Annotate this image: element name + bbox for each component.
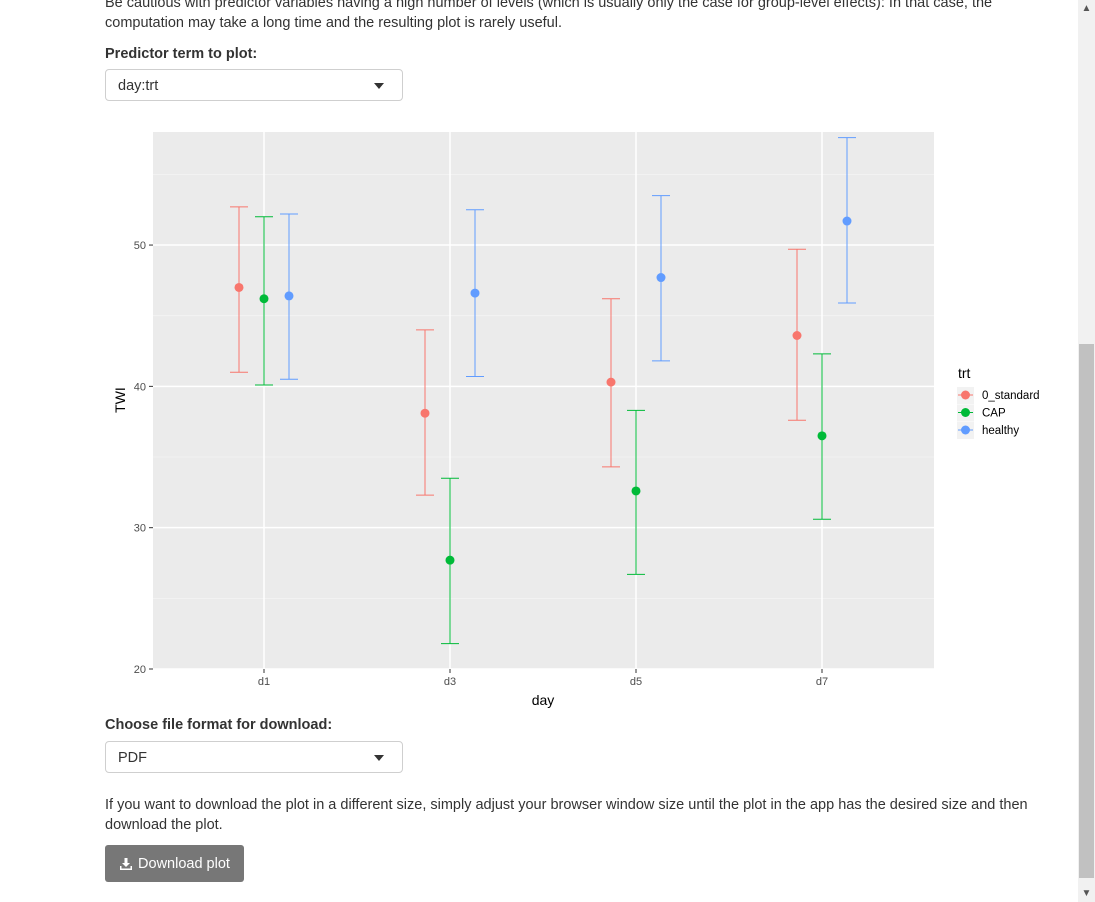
effects-plot: 20 30 40 50 d1 d3 d5 d7 day TWI trt 0_standard… xyxy=(112,132,1040,708)
x-axis: d1 d3 d5 d7 xyxy=(258,669,828,688)
chevron-down-icon xyxy=(374,83,384,89)
y-tick-label: 50 xyxy=(134,240,146,252)
download-note: If you want to download the plot in a di… xyxy=(105,797,1028,833)
data-point xyxy=(656,273,666,283)
format-select[interactable]: PDF xyxy=(105,741,403,773)
x-tick-label: d1 xyxy=(258,676,270,688)
vertical-scrollbar[interactable]: ▲ ▼ xyxy=(1078,0,1095,902)
data-point xyxy=(284,291,294,301)
data-point xyxy=(234,282,244,292)
data-point xyxy=(606,377,616,387)
legend-key-point xyxy=(961,390,970,400)
data-point xyxy=(631,486,641,496)
legend: 0_standard CAP healthy xyxy=(957,387,1040,439)
scroll-down-icon[interactable]: ▼ xyxy=(1081,888,1092,899)
legend-label: CAP xyxy=(982,408,1006,420)
legend-label: healthy xyxy=(982,425,1019,437)
download-plot-label: Download plot xyxy=(138,855,230,872)
predictor-label: Predictor term to plot: xyxy=(105,46,258,62)
chart-marks xyxy=(230,137,856,645)
x-tick-label: d7 xyxy=(816,676,828,688)
x-tick-label: d5 xyxy=(630,676,642,688)
legend-title: trt xyxy=(958,365,971,381)
scrollbar-thumb[interactable] xyxy=(1079,344,1094,878)
y-tick-label: 30 xyxy=(134,523,146,535)
x-tick-label: d3 xyxy=(444,676,456,688)
predictor-select-value: day:trt xyxy=(118,78,159,94)
chevron-down-icon xyxy=(374,755,384,761)
data-point xyxy=(445,555,455,565)
data-point xyxy=(792,330,802,340)
scroll-up-icon[interactable]: ▲ xyxy=(1081,3,1092,14)
data-point xyxy=(259,294,269,304)
legend-key-point xyxy=(961,425,970,435)
download-icon xyxy=(120,857,133,870)
format-select-value: PDF xyxy=(118,750,147,766)
legend-label: 0_standard xyxy=(982,390,1040,402)
legend-key-point xyxy=(961,408,970,417)
format-label: Choose file format for download: xyxy=(105,717,333,733)
predictor-select[interactable]: day:trt xyxy=(105,69,403,101)
data-point xyxy=(842,216,852,226)
download-plot-button[interactable]: Download plot xyxy=(105,845,244,882)
y-axis-title: TWI xyxy=(112,387,128,413)
grid-minor xyxy=(153,173,934,599)
x-axis-title: day xyxy=(532,692,555,708)
data-point xyxy=(470,288,480,298)
y-tick-label: 20 xyxy=(134,664,146,676)
y-tick-label: 40 xyxy=(134,381,146,393)
data-point xyxy=(817,431,827,441)
y-axis: 20 30 40 50 xyxy=(134,240,153,676)
intro-text: Be cautious with predictor variables hav… xyxy=(105,0,993,31)
plot-panel xyxy=(153,132,934,669)
data-point xyxy=(420,408,430,418)
